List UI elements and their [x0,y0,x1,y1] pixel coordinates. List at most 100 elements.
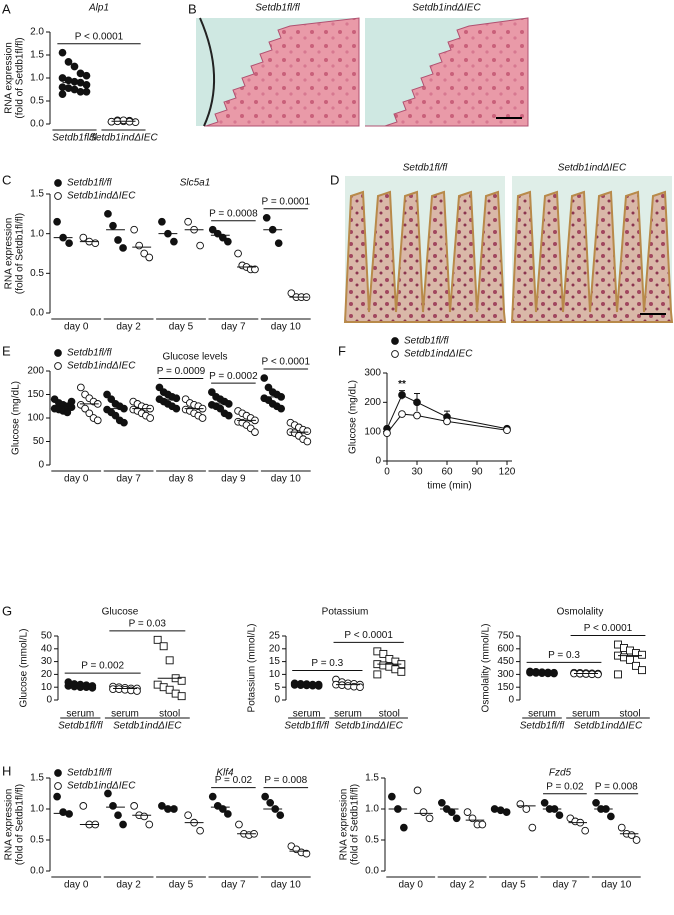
x-axis-label: time (min) [427,481,471,492]
x-tick-label: 60 [441,467,453,478]
x-category-label: Setdb1indΔIEC [113,721,182,732]
panel-letter: C [2,172,11,187]
p-value: P = 0.0001 [262,196,311,207]
data-point [114,236,122,244]
data-point [503,426,511,435]
x-tick-label: 30 [411,467,423,478]
legend-label: Setdb1indΔIEC [404,349,473,360]
data-point [224,237,232,246]
y-tick-label: 50 [41,631,53,642]
y-tick-label: 50 [33,436,45,447]
data-point [398,410,406,418]
data-point [135,241,144,250]
data-point [65,239,73,248]
data-point [264,383,273,392]
x-category-label: serum [111,709,139,720]
data-point [85,409,94,418]
data-point [443,417,451,426]
micrograph-label: Setdb1fl/fl [255,3,300,14]
p-value: P < 0.0001 [262,357,311,368]
x-category-label: stool [159,709,180,720]
legend-marker [54,782,62,790]
panel-letter: F [338,343,346,358]
legend-label: Setdb1fl/fl [404,336,449,347]
data-point [303,427,312,436]
data-point [218,233,227,242]
y-tick-label: 200 [27,366,44,377]
data-point [632,661,640,670]
data-point [153,635,162,644]
y-tick-label: 0.5 [30,268,44,279]
data-point [302,849,311,858]
data-point [107,395,116,404]
p-value: P = 0.0002 [209,371,258,382]
y-tick-label: 20 [269,643,281,654]
y-tick-label: 0.5 [30,835,44,846]
data-point [79,802,88,810]
p-value: P = 0.3 [311,658,343,669]
data-point [208,225,217,234]
data-point [447,808,456,816]
data-point [198,414,207,422]
data-point [260,374,269,382]
data-point [93,416,102,425]
y-tick-label: 10 [269,669,281,680]
data-point [208,792,217,801]
data-point [133,687,141,695]
data-point [224,810,232,818]
data-point [196,241,204,250]
x-category-label: day 5 [169,880,194,891]
y-tick-label: 5 [274,682,280,693]
data-point [638,666,646,675]
data-point [437,798,446,807]
y-tick-label: 100 [27,413,44,424]
p-value: P = 0.02 [546,781,584,792]
y-tick-label: 20 [41,669,53,680]
data-point [165,656,174,665]
y-tick-label: 0.5 [365,835,379,846]
y-tick-label: 750 [497,631,514,642]
panel-letter: D [330,172,339,187]
data-point [594,670,602,679]
x-category-label: Setdb1fl/fl [52,133,97,144]
x-category-label: day 0 [398,880,423,891]
tissue [365,17,529,127]
data-point [234,249,242,258]
data-point [266,798,275,807]
data-point [196,826,204,835]
legend-marker [54,349,62,357]
tissue [343,190,507,323]
data-point [251,428,259,436]
data-point [79,233,88,242]
data-point [287,289,296,298]
data-point [170,237,178,246]
p-value: P = 0.03 [129,618,167,629]
data-point [103,390,111,399]
data-point [314,682,323,690]
data-point [550,669,558,678]
y-tick-label: 0.0 [30,119,44,130]
data-point [261,792,269,801]
legend-marker [54,179,62,187]
x-category-label: Setdb1indΔIEC [89,133,158,144]
x-category-label: day 0 [64,880,89,891]
micrograph-label: Setdb1indΔIEC [412,3,481,14]
data-point [119,244,127,252]
x-category-label: day 9 [221,474,246,485]
x-category-label: day 7 [553,880,578,891]
y-tick-label: 100 [364,426,381,437]
y-tick-label: 10 [41,682,53,693]
data-point [64,58,73,66]
y-tick-label: 600 [497,643,514,654]
y-axis-label: (fold of Setdb1fl/fl) [15,784,26,865]
data-point [397,667,406,676]
y-axis-label: (fold of Setdb1fl/fl) [350,784,361,865]
x-category-label: day 2 [116,322,141,333]
y-tick-label: 30 [41,656,53,667]
y-tick-label: 0.0 [365,866,379,877]
x-category-label: day 2 [116,880,141,891]
data-point [130,225,138,234]
data-point [155,383,164,392]
y-axis-label: Potassium (mmol/L) [247,624,258,713]
data-point [119,820,127,829]
